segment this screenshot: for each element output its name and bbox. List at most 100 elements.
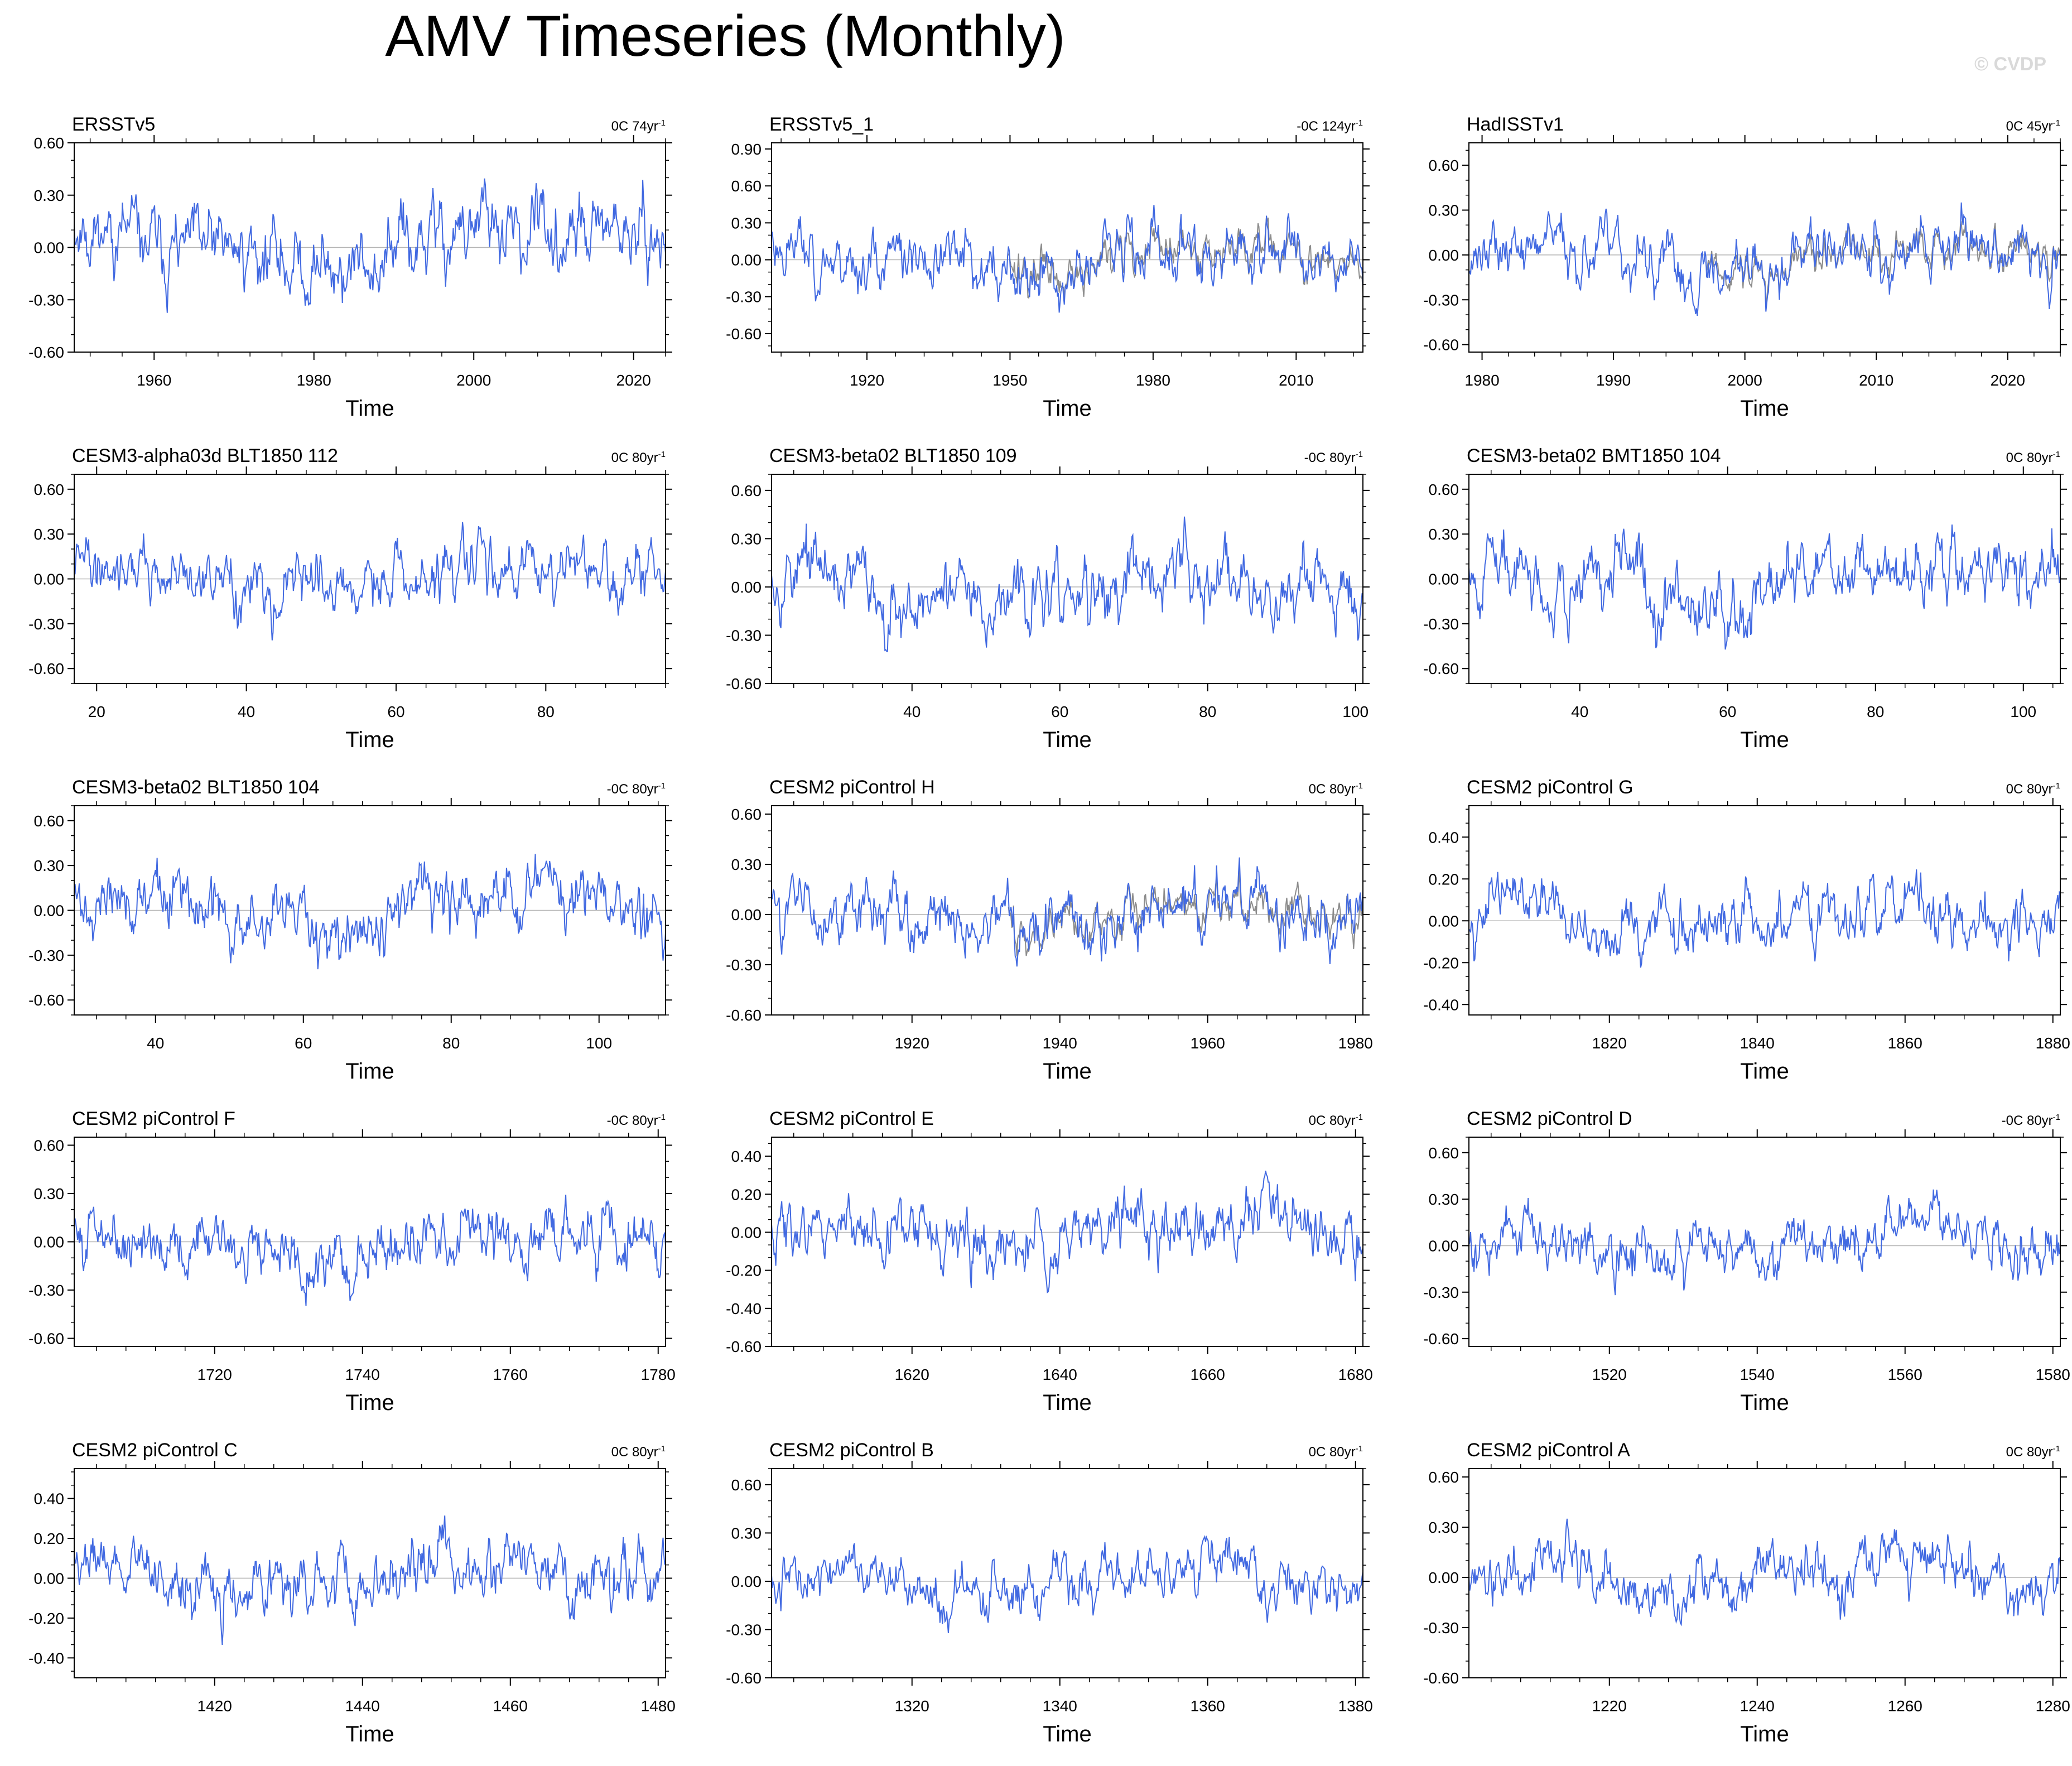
x-tick-label: 100 <box>2010 703 2036 720</box>
y-tick-label: -0.20 <box>1423 954 1459 971</box>
plot-frame <box>771 1137 1363 1347</box>
plot-frame <box>1468 805 2061 1016</box>
x-tick-label: 1460 <box>493 1697 528 1715</box>
x-tick-label: 60 <box>387 703 404 720</box>
x-tick-label: 80 <box>1867 703 1884 720</box>
x-tick-label: 1990 <box>1596 372 1631 389</box>
x-tick-label: 80 <box>537 703 555 720</box>
y-tick-label: -0.30 <box>726 627 762 644</box>
x-tick-label: 1920 <box>850 372 884 389</box>
series-line <box>771 516 1363 652</box>
x-tick-label: 1740 <box>345 1366 380 1383</box>
panel-title: CESM2 piControl G <box>1467 777 1633 798</box>
trend-exponent: -1 <box>1356 118 1363 128</box>
series-line <box>1468 1518 2061 1627</box>
x-tick-label: 1480 <box>641 1697 676 1715</box>
x-tick-label: 1780 <box>641 1366 676 1383</box>
y-tick-label: 0.60 <box>1429 481 1459 498</box>
y-tick-label: -0.60 <box>726 675 762 692</box>
y-tick-label: 0.60 <box>34 481 65 498</box>
x-axis-label: Time <box>1043 1722 1091 1746</box>
plot-frame <box>1468 1468 2061 1678</box>
x-tick-label: 1420 <box>197 1697 232 1715</box>
trend-label: 0C 45yr-1 <box>2006 118 2060 134</box>
panel-title: CESM2 piControl F <box>72 1108 235 1129</box>
y-tick-label: -0.30 <box>28 947 64 964</box>
x-tick-label: 1980 <box>1464 372 1499 389</box>
x-tick-label: 1340 <box>1043 1697 1077 1715</box>
y-tick-label: -0.20 <box>28 1610 64 1627</box>
x-axis-label: Time <box>345 1722 394 1746</box>
y-tick-label: -0.20 <box>726 1262 762 1279</box>
panel-title: HadISSTv1 <box>1467 114 1564 135</box>
series-line <box>771 1170 1363 1293</box>
x-tick-label: 2020 <box>1991 372 2025 389</box>
y-tick-label: -0.30 <box>726 288 762 306</box>
x-axis-label: Time <box>1740 1390 1789 1415</box>
y-tick-label: 0.60 <box>34 1137 65 1154</box>
y-tick-label: -0.30 <box>726 956 762 974</box>
chart-panel: HadISSTv1 0C 45yr-1 -0.60 -0.30 0.00 0.30 0.60… <box>1423 114 2067 421</box>
trend-label: 0C 80yr-1 <box>1309 781 1363 797</box>
x-tick-label: 40 <box>147 1034 164 1052</box>
y-tick-label: 0.00 <box>34 902 65 920</box>
series-line <box>1468 524 2061 650</box>
panel-title: CESM3-beta02 BLT1850 109 <box>769 445 1017 466</box>
x-tick-label: 1880 <box>2036 1034 2070 1052</box>
x-axis-label: Time <box>1043 1059 1091 1084</box>
cvdp-watermark: © CVDP <box>1974 54 2046 75</box>
x-tick-label: 1520 <box>1592 1366 1627 1383</box>
x-tick-label: 1220 <box>1592 1697 1627 1715</box>
panel-title: CESM3-beta02 BMT1850 104 <box>1467 445 1721 466</box>
series-line <box>771 857 1363 967</box>
trend-exponent: -1 <box>2053 781 2060 791</box>
y-tick-label: -0.60 <box>726 325 762 343</box>
observed-series-line <box>1008 216 1363 300</box>
y-tick-label: 0.00 <box>1429 912 1459 930</box>
trend-label: 0C 80yr-1 <box>611 450 666 465</box>
chart-panel: CESM2 piControl H 0C 80yr-1 -0.60 -0.30 0.00… <box>726 777 1373 1084</box>
y-tick-label: -0.60 <box>1423 1669 1459 1687</box>
trend-label: -0C 80yr-1 <box>607 1113 666 1128</box>
trend-label: -0C 124yr-1 <box>1297 118 1363 134</box>
y-tick-label: -0.40 <box>726 1300 762 1317</box>
y-tick-label: 0.00 <box>731 252 762 269</box>
panel-title: ERSSTv5_1 <box>769 114 874 135</box>
x-tick-label: 1540 <box>1740 1366 1775 1383</box>
chart-panel: CESM2 piControl G 0C 80yr-1 -0.40 -0.20 0.00… <box>1423 777 2070 1084</box>
x-tick-label: 1980 <box>297 372 331 389</box>
panel-title: ERSSTv5 <box>72 114 155 135</box>
y-tick-label: -0.30 <box>726 1621 762 1638</box>
trend-label: -0C 80yr-1 <box>2002 1113 2060 1128</box>
y-tick-label: 0.90 <box>731 141 762 158</box>
y-tick-label: 0.00 <box>731 1573 762 1590</box>
x-tick-label: 60 <box>1719 703 1736 720</box>
x-tick-label: 2010 <box>1279 372 1313 389</box>
y-tick-label: -0.40 <box>1423 996 1459 1013</box>
x-tick-label: 1380 <box>1338 1697 1373 1715</box>
y-tick-label: -0.60 <box>1423 336 1459 354</box>
plot-frame <box>1468 142 2061 353</box>
panel-title: CESM2 piControl C <box>72 1440 238 1461</box>
chart-panel: ERSSTv5 0C 74yr-1 -0.60 -0.30 0.00 0.30 0.60 19… <box>28 114 672 421</box>
y-tick-label: 0.60 <box>1429 1144 1459 1162</box>
y-tick-label: 0.60 <box>34 812 65 830</box>
y-tick-label: 0.00 <box>731 579 762 596</box>
trend-exponent: -1 <box>2053 1444 2060 1454</box>
y-tick-label: -0.30 <box>1423 1619 1459 1637</box>
trend-exponent: -1 <box>658 450 666 459</box>
x-tick-label: 1820 <box>1592 1034 1627 1052</box>
y-tick-label: -0.60 <box>28 344 64 361</box>
plot-frame <box>771 1468 1363 1678</box>
x-axis-label: Time <box>1740 396 1789 421</box>
series-line <box>74 178 666 313</box>
y-tick-label: 0.60 <box>731 1476 762 1494</box>
x-tick-label: 1360 <box>1191 1697 1225 1715</box>
x-axis-label: Time <box>1740 1722 1789 1746</box>
y-tick-label: 0.00 <box>34 571 65 588</box>
x-axis-label: Time <box>345 396 394 421</box>
y-tick-label: 0.00 <box>34 1234 65 1251</box>
x-axis-label: Time <box>345 1390 394 1415</box>
y-tick-label: -0.60 <box>726 1338 762 1355</box>
figure-title: AMV Timeseries (Monthly) <box>385 4 1065 69</box>
